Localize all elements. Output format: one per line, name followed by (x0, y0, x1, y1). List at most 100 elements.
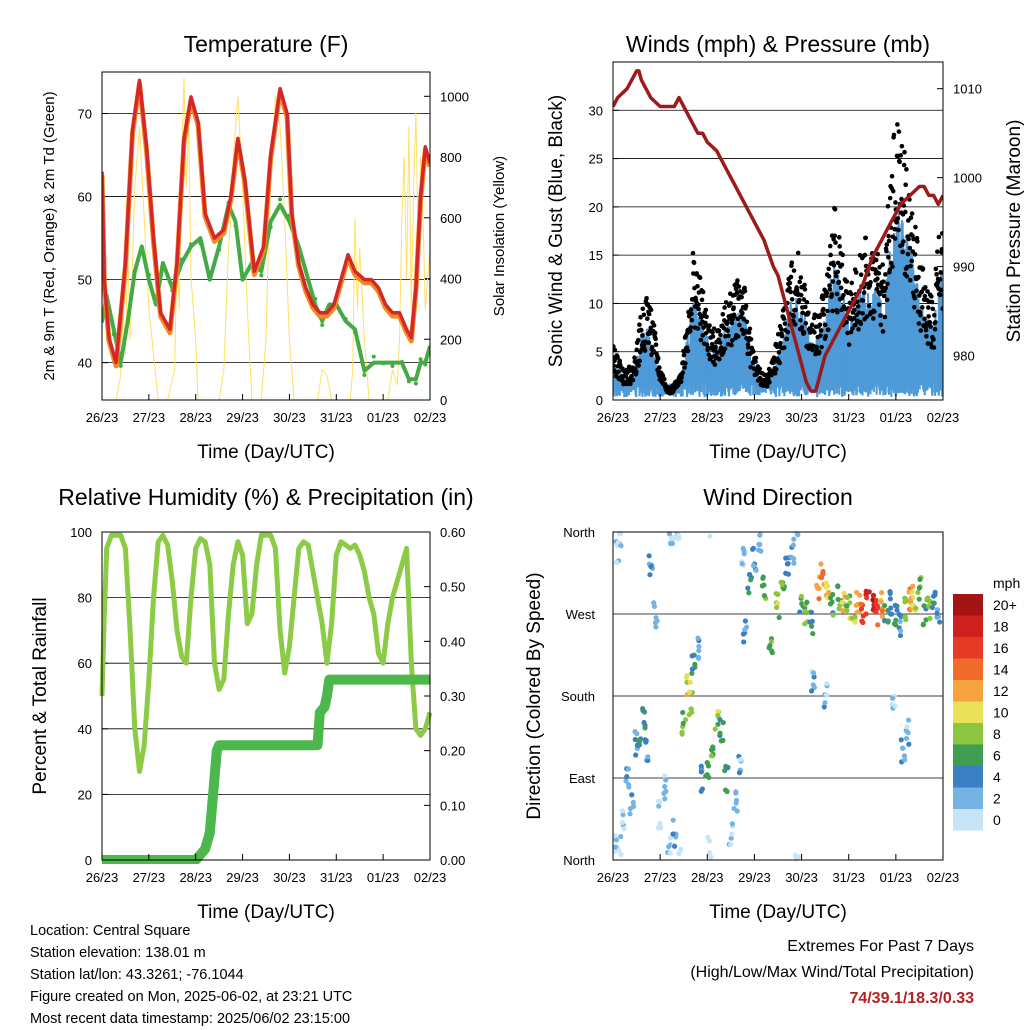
gust-point (784, 336, 790, 342)
direction-point (905, 717, 912, 723)
gust-point (881, 279, 886, 284)
gust-point (835, 309, 840, 315)
gust-point (718, 332, 723, 338)
direction-point (873, 609, 879, 615)
gust-point (788, 289, 793, 295)
direction-point (898, 628, 904, 634)
gust-point (922, 316, 927, 322)
gust-point (652, 330, 658, 336)
direction-point (798, 593, 804, 599)
gust-point (816, 349, 822, 355)
direction-point (720, 737, 726, 743)
direction-point (810, 670, 817, 676)
legend-swatch (953, 766, 983, 788)
direction-point (698, 763, 704, 769)
direction-point (715, 712, 721, 719)
legend-label: 18 (993, 619, 1009, 635)
direction-point (670, 831, 676, 837)
gust-point (803, 321, 809, 326)
gust-point (792, 322, 798, 327)
direction-point (734, 808, 740, 814)
gust-point (679, 375, 684, 380)
gust-point (779, 333, 785, 339)
gust-point (870, 316, 876, 321)
gust-point (909, 258, 914, 264)
gust-point (866, 303, 872, 309)
gust-point (799, 325, 805, 330)
direction-point (757, 541, 763, 548)
direction-point (729, 821, 736, 827)
direction-point (717, 730, 723, 736)
x-axis-label: Time (Day/UTC) (709, 442, 847, 463)
direction-point (932, 592, 938, 598)
direction-point (695, 654, 702, 660)
direction-point (750, 562, 757, 569)
gust-point (826, 327, 831, 333)
gust-point (904, 167, 909, 172)
direction-point (657, 799, 663, 805)
gust-point (928, 324, 933, 329)
gust-point (791, 268, 797, 273)
x-tick-label: 01/23 (367, 870, 400, 885)
legend-label: 20+ (993, 597, 1017, 613)
direction-point (696, 643, 702, 650)
x-tick-label: 26/23 (597, 410, 630, 425)
gust-point (909, 211, 915, 216)
dewpoint-point (268, 225, 273, 230)
direction-point (642, 725, 648, 731)
direction-point (630, 803, 637, 810)
gust-point (887, 267, 893, 273)
direction-point (902, 595, 908, 601)
gust-point (645, 316, 650, 322)
gust-point (882, 314, 888, 320)
x-tick-label: 27/23 (133, 870, 166, 885)
chart-title: Wind Direction (703, 484, 853, 510)
dewpoint-point (160, 262, 165, 267)
direction-point (710, 744, 716, 750)
gust-point (710, 334, 716, 339)
gust-point (832, 233, 838, 239)
direction-point (917, 576, 923, 583)
gust-point (823, 333, 829, 339)
direction-point (909, 589, 915, 595)
gust-point (776, 349, 782, 355)
y-right-axis-label: Station Pressure (Maroon) (1004, 120, 1024, 343)
gust-point (897, 159, 902, 165)
direction-point (767, 642, 773, 649)
gust-point (927, 320, 933, 325)
y-right-tick-label: 0 (440, 393, 447, 408)
legend-swatch (953, 680, 983, 702)
gust-point (895, 216, 901, 221)
gust-point (827, 283, 832, 288)
direction-point (929, 604, 935, 611)
gust-point (788, 274, 794, 280)
legend-swatch (953, 809, 983, 831)
latlon-text: Station lat/lon: 43.3261; -76.1044 (30, 967, 244, 983)
x-tick-label: 26/23 (86, 410, 119, 425)
gust-point (731, 305, 736, 310)
y-tick-label: 70 (78, 107, 92, 122)
gust-point (887, 195, 893, 201)
gust-point (802, 282, 807, 288)
gust-point (814, 344, 819, 350)
direction-point (618, 543, 624, 549)
gust-point (868, 280, 873, 285)
gust-point (695, 302, 701, 307)
gust-point (728, 301, 733, 306)
direction-point (704, 760, 710, 766)
gust-point (810, 347, 815, 353)
direction-point (757, 532, 763, 538)
gust-point (630, 377, 636, 383)
direction-point (821, 704, 827, 710)
direction-point (839, 599, 845, 605)
y-right-tick-label: 990 (953, 260, 975, 275)
gust-point (649, 344, 655, 350)
gust-point (931, 345, 937, 350)
gust-point (743, 303, 749, 309)
direction-point (651, 600, 657, 606)
y-tick-label: 60 (78, 190, 92, 205)
dewpoint-point (362, 373, 367, 378)
gust-point (772, 371, 778, 376)
gust-point (703, 307, 709, 313)
